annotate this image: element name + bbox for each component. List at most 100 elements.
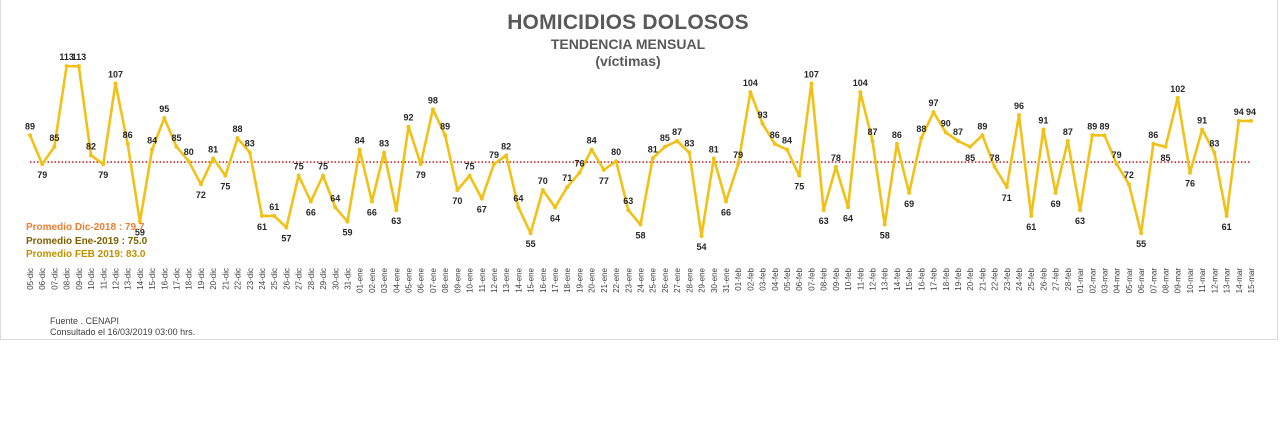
data-label: 85 bbox=[1161, 153, 1171, 163]
x-tick-label: 06-ene bbox=[417, 267, 426, 292]
data-label: 102 bbox=[1170, 84, 1185, 94]
data-point bbox=[626, 208, 631, 213]
chart-title: HOMICIDIOS DOLOSOS bbox=[507, 11, 749, 34]
data-label: 81 bbox=[208, 144, 218, 154]
data-label: 75 bbox=[220, 182, 230, 192]
data-label: 89 bbox=[1099, 121, 1109, 131]
x-tick-label: 10-ene bbox=[466, 267, 475, 292]
data-point bbox=[430, 107, 435, 112]
data-point bbox=[675, 139, 680, 144]
data-label: 82 bbox=[86, 141, 96, 151]
x-tick-label: 19-dic bbox=[197, 268, 206, 290]
x-tick-label: 15-dic bbox=[148, 268, 157, 290]
data-point bbox=[1041, 127, 1046, 132]
chart-frame bbox=[0, 0, 1278, 340]
data-label: 75 bbox=[794, 182, 804, 192]
x-tick-label: 23-feb bbox=[1003, 267, 1012, 290]
data-point bbox=[1090, 133, 1095, 138]
data-point bbox=[333, 205, 338, 210]
data-point bbox=[833, 164, 838, 169]
data-point bbox=[76, 64, 81, 69]
data-label: 85 bbox=[49, 133, 59, 143]
data-point bbox=[980, 133, 985, 138]
data-label: 79 bbox=[489, 150, 499, 160]
data-label: 98 bbox=[428, 95, 438, 105]
data-point bbox=[455, 188, 460, 192]
data-label: 85 bbox=[172, 133, 182, 143]
x-tick-label: 15-ene bbox=[527, 267, 536, 292]
data-label: 91 bbox=[1197, 116, 1207, 126]
x-tick-label: 24-ene bbox=[637, 267, 646, 292]
data-label: 89 bbox=[1087, 121, 1097, 131]
x-tick-label: 25-feb bbox=[1027, 267, 1036, 290]
data-label: 86 bbox=[892, 130, 902, 140]
data-point bbox=[1163, 144, 1168, 149]
data-label: 87 bbox=[953, 127, 963, 137]
data-point bbox=[28, 133, 32, 138]
data-point bbox=[736, 162, 741, 167]
data-point bbox=[687, 150, 692, 155]
data-point bbox=[259, 213, 264, 218]
x-tick-label: 26-dic bbox=[282, 268, 291, 290]
x-tick-label: 08-ene bbox=[441, 267, 450, 292]
x-tick-label: 03-ene bbox=[380, 267, 389, 292]
x-tick-label: 07-ene bbox=[429, 267, 438, 292]
data-point bbox=[809, 81, 814, 86]
x-tick-label: 28-feb bbox=[1064, 267, 1073, 290]
x-tick-label: 21-ene bbox=[600, 267, 609, 292]
data-point bbox=[321, 173, 326, 178]
data-point bbox=[406, 124, 411, 129]
data-label: 63 bbox=[623, 196, 633, 206]
data-label: 88 bbox=[233, 124, 243, 134]
data-point bbox=[1017, 113, 1022, 118]
data-point bbox=[748, 90, 753, 95]
data-point bbox=[1004, 185, 1009, 190]
data-label: 93 bbox=[758, 110, 768, 120]
data-point bbox=[357, 147, 362, 152]
data-label: 79 bbox=[37, 170, 47, 180]
data-label: 86 bbox=[770, 130, 780, 140]
x-tick-label: 13-dic bbox=[124, 268, 133, 290]
data-point bbox=[870, 139, 875, 144]
x-tick-label: 18-ene bbox=[563, 267, 572, 292]
chart-subtitle: TENDENCIA MENSUAL bbox=[550, 36, 706, 52]
data-point bbox=[52, 144, 57, 149]
data-point bbox=[89, 153, 94, 158]
data-point bbox=[772, 141, 777, 146]
data-label: 84 bbox=[355, 136, 365, 146]
x-tick-label: 17-feb bbox=[930, 267, 939, 290]
data-label: 81 bbox=[709, 144, 719, 154]
data-point bbox=[394, 208, 399, 213]
x-tick-label: 22-dic bbox=[234, 268, 243, 290]
data-label: 78 bbox=[831, 153, 841, 163]
consulted-note: Consultado el 16/03/2019 03:00 hrs. bbox=[50, 327, 196, 337]
data-label: 84 bbox=[147, 136, 157, 146]
data-label: 92 bbox=[404, 113, 414, 123]
data-label: 113 bbox=[72, 52, 87, 62]
data-label: 89 bbox=[977, 121, 987, 131]
data-point bbox=[1053, 190, 1058, 195]
x-tick-label: 20-feb bbox=[966, 267, 975, 290]
data-label: 95 bbox=[159, 104, 169, 114]
data-point bbox=[162, 116, 167, 120]
x-tick-label: 05-dic bbox=[26, 268, 35, 290]
data-point bbox=[919, 136, 924, 141]
data-label: 58 bbox=[880, 231, 890, 241]
x-tick-label: 22-ene bbox=[612, 267, 621, 292]
x-tick-label: 01-feb bbox=[734, 267, 743, 290]
data-point bbox=[113, 81, 118, 86]
x-tick-label: 05-ene bbox=[405, 267, 414, 292]
data-label: 55 bbox=[526, 239, 536, 249]
data-point bbox=[540, 188, 545, 192]
x-tick-label: 13-ene bbox=[502, 267, 511, 292]
x-tick-label: 31-dic bbox=[343, 268, 352, 290]
x-tick-label: 06-mar bbox=[1137, 268, 1146, 294]
data-label: 83 bbox=[379, 139, 389, 149]
x-tick-label: 01-mar bbox=[1076, 268, 1085, 294]
data-label: 75 bbox=[465, 162, 475, 172]
x-tick-label: 22-feb bbox=[991, 267, 1000, 290]
data-label: 94 bbox=[1246, 107, 1256, 117]
data-label: 70 bbox=[538, 176, 548, 186]
data-label: 66 bbox=[367, 208, 377, 218]
data-label: 104 bbox=[743, 78, 758, 88]
